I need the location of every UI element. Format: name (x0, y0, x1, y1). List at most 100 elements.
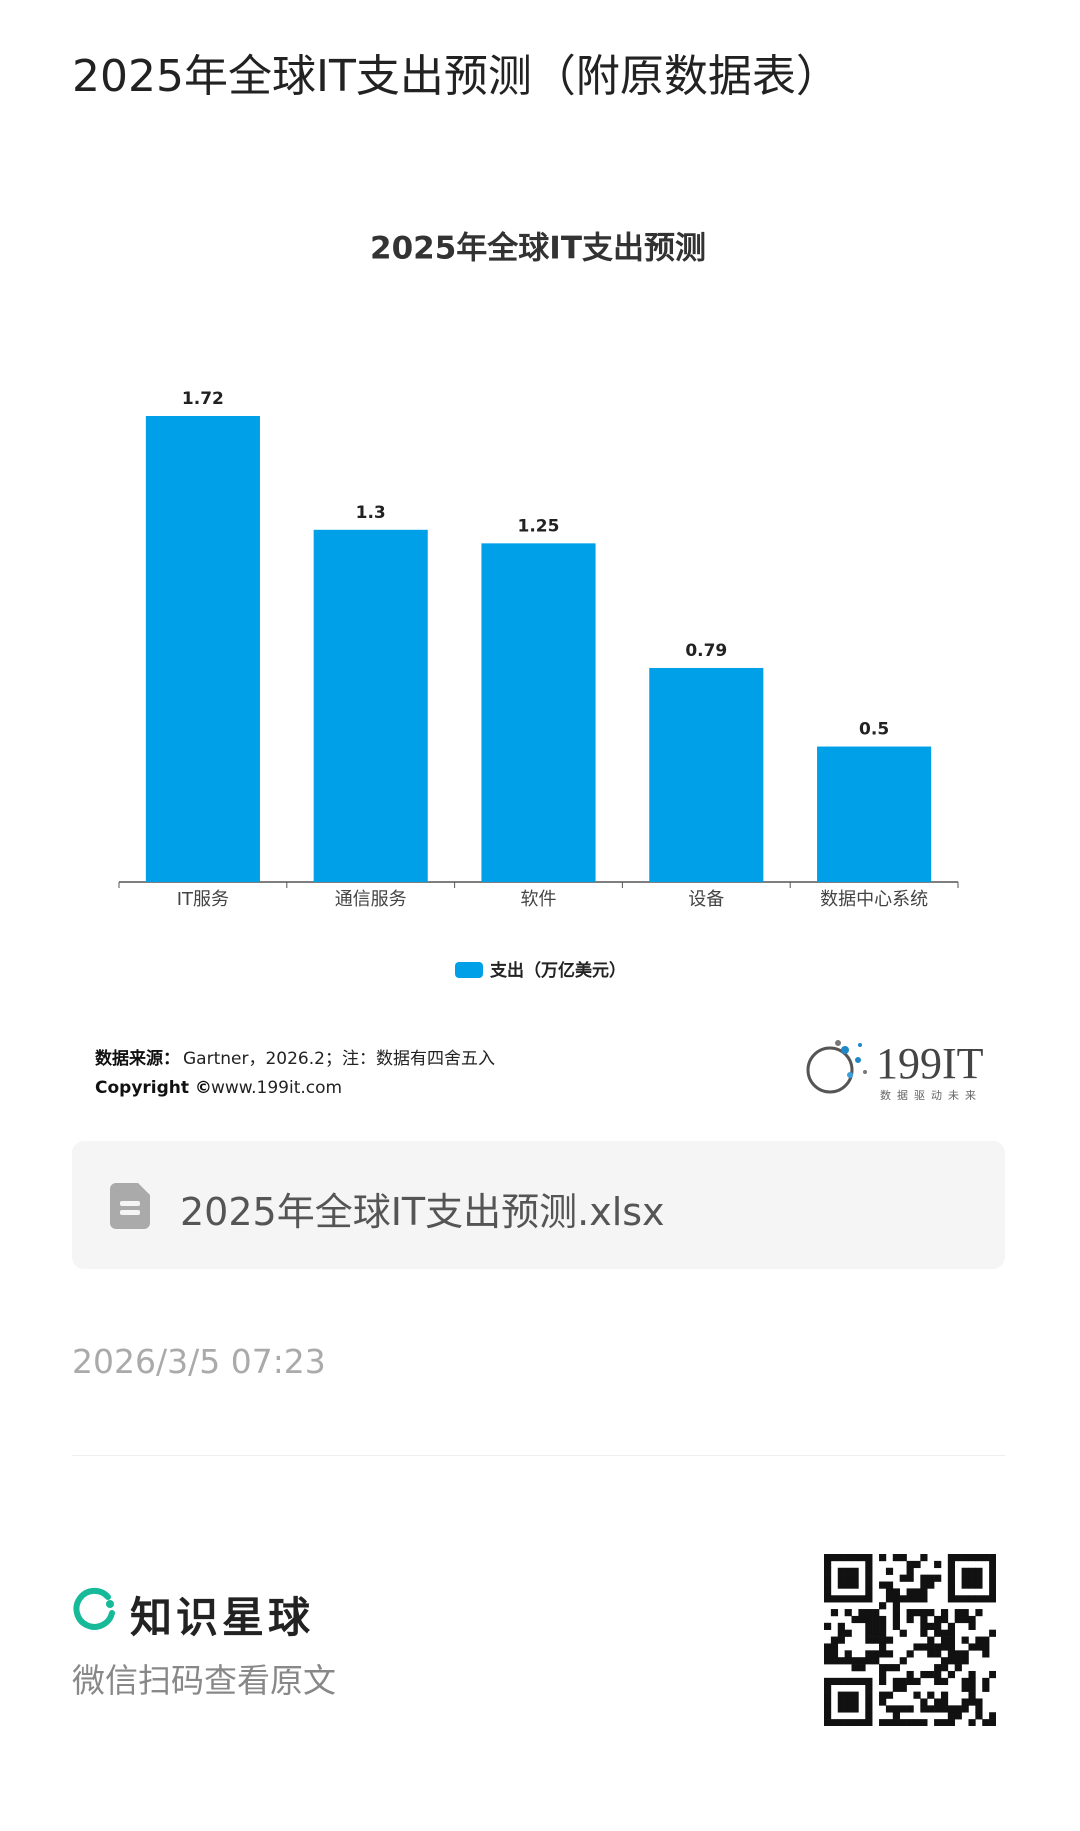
qr-module (865, 1622, 873, 1630)
qr-module (968, 1615, 976, 1624)
qr-module (885, 1588, 894, 1596)
qr-module (899, 1657, 907, 1665)
qr-module (954, 1609, 962, 1617)
qr-module (927, 1581, 935, 1589)
qr-module (830, 1609, 839, 1617)
qr-module (824, 1588, 832, 1596)
qr-module (899, 1629, 907, 1637)
qr-module (989, 1554, 996, 1562)
qr-module (989, 1712, 996, 1720)
qr-module (906, 1588, 914, 1596)
page-title: 2025年全球IT支出预测（附原数据表） (72, 51, 840, 102)
qr-module (968, 1622, 976, 1630)
qr-module (865, 1574, 873, 1582)
qr-module (989, 1629, 996, 1637)
qr-module (858, 1719, 866, 1726)
qr-module (927, 1622, 935, 1630)
qr-module (885, 1567, 894, 1575)
qr-module (920, 1622, 928, 1630)
qr-module (940, 1609, 949, 1617)
qr-module (961, 1684, 969, 1692)
qr-module (913, 1595, 921, 1603)
x-tick-label: 设备 (688, 889, 724, 910)
qr-module (975, 1698, 983, 1706)
qr-module (920, 1698, 928, 1706)
qr-module (940, 1664, 949, 1672)
qr-module (837, 1622, 845, 1630)
qr-module (989, 1595, 996, 1603)
qr-module (954, 1615, 962, 1624)
qr-module (982, 1684, 990, 1692)
qr-module (975, 1705, 983, 1713)
qr-module (879, 1698, 887, 1706)
qr-module (899, 1574, 907, 1582)
qr-module (968, 1684, 976, 1692)
qr-module (940, 1691, 949, 1699)
qr-module (830, 1554, 839, 1562)
qr-module (872, 1657, 880, 1665)
qr-module (920, 1719, 928, 1726)
qr-module (920, 1615, 928, 1624)
bar (817, 746, 932, 882)
qr-module (824, 1677, 832, 1686)
qr-module (824, 1657, 832, 1665)
qr-module (913, 1560, 921, 1569)
qr-module (879, 1691, 887, 1699)
qr-module (920, 1670, 928, 1679)
x-tick-label: 通信服务 (335, 889, 407, 910)
qr-module (837, 1719, 845, 1726)
qr-module (830, 1677, 839, 1686)
qr-module (968, 1643, 976, 1651)
qr-module (879, 1554, 887, 1562)
qr-module (837, 1574, 845, 1582)
qr-module (927, 1643, 935, 1651)
qr-module (947, 1560, 956, 1569)
logo-dots (806, 1040, 867, 1094)
qr-module (920, 1705, 928, 1713)
qr-module (975, 1636, 983, 1644)
qr-module (892, 1622, 900, 1630)
qr-module (947, 1643, 956, 1651)
qr-module (989, 1574, 996, 1582)
file-card[interactable]: 2025年全球IT支出预测.xlsx (72, 1141, 1005, 1269)
qr-module (934, 1705, 942, 1713)
qr-code[interactable] (824, 1554, 996, 1726)
qr-module (982, 1554, 990, 1562)
qr-module (824, 1554, 832, 1562)
qr-module (913, 1691, 921, 1699)
qr-module (906, 1719, 914, 1726)
qr-module (968, 1670, 976, 1679)
qr-module (913, 1719, 921, 1726)
qr-module (824, 1581, 832, 1589)
qr-module (824, 1650, 832, 1658)
qr-module (851, 1664, 859, 1672)
qr-module (899, 1554, 907, 1562)
value-label: 0.79 (685, 641, 727, 661)
qr-module (879, 1602, 887, 1610)
x-tick-label: 软件 (521, 889, 557, 910)
qr-module (982, 1650, 990, 1658)
qr-module (824, 1705, 832, 1713)
qr-module (824, 1622, 832, 1630)
qr-module (920, 1588, 928, 1596)
qr-module (975, 1595, 983, 1603)
qr-module (961, 1595, 969, 1603)
qr-module (858, 1677, 866, 1686)
qr-module (961, 1677, 969, 1686)
qr-module (858, 1664, 866, 1672)
qr-module (865, 1615, 873, 1624)
qr-module (927, 1609, 935, 1617)
qr-module (940, 1698, 949, 1706)
x-tick-label: IT服务 (177, 889, 229, 910)
bar (313, 529, 428, 882)
qr-module (968, 1574, 976, 1582)
legend-swatch (455, 962, 483, 978)
qr-module (947, 1567, 956, 1575)
qr-module (913, 1609, 921, 1617)
qr-module (989, 1719, 996, 1726)
qr-module (824, 1712, 832, 1720)
qr-module (844, 1609, 852, 1617)
bar (145, 416, 260, 882)
qr-module (940, 1643, 949, 1651)
